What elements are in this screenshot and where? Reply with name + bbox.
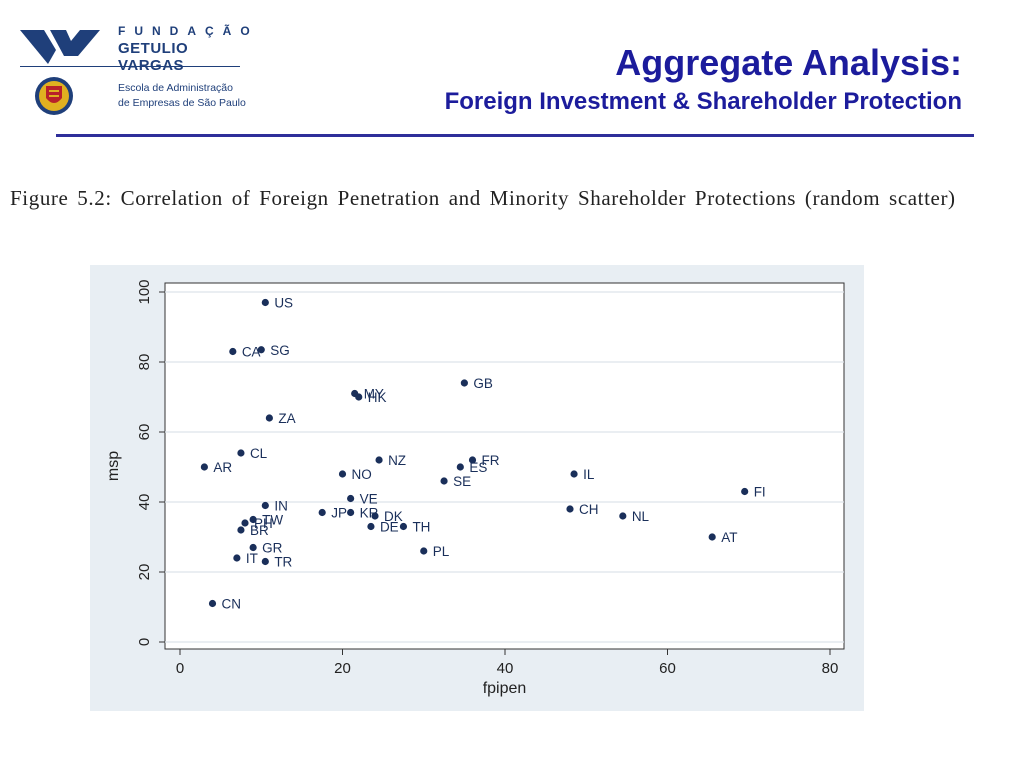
- data-point: [440, 477, 448, 485]
- fgv-emblem-icon: [20, 30, 100, 64]
- data-point-label: IN: [274, 499, 288, 514]
- data-point-label: NZ: [388, 453, 406, 468]
- data-point-label: NO: [352, 467, 372, 482]
- data-point-label: CN: [222, 597, 242, 612]
- data-point-label: NL: [632, 509, 650, 524]
- x-tick-label: 40: [497, 660, 514, 677]
- header-divider: [56, 134, 974, 137]
- data-point-label: CA: [242, 345, 261, 360]
- y-tick-label: 20: [136, 564, 153, 581]
- data-point-label: ZA: [278, 411, 295, 426]
- data-point: [318, 508, 326, 517]
- y-tick-label: 0: [136, 638, 153, 646]
- data-point: [371, 512, 379, 520]
- data-point: [237, 449, 245, 457]
- data-point: [468, 456, 477, 464]
- data-point-label: PL: [433, 544, 450, 559]
- x-axis-title: fpipen: [483, 680, 527, 697]
- data-point: [355, 393, 363, 401]
- data-point-label: US: [274, 296, 293, 311]
- data-point: [375, 456, 383, 464]
- school-name-line1: Escola de Administração: [118, 82, 233, 94]
- y-tick-label: 40: [136, 494, 153, 511]
- data-point: [237, 526, 245, 534]
- plot-area: [164, 282, 845, 650]
- data-point: [261, 298, 269, 307]
- data-point-label: FI: [754, 485, 766, 500]
- org-name-line2: GETULIO VARGAS: [118, 40, 189, 74]
- x-tick-label: 20: [334, 660, 351, 677]
- data-point-label: CH: [579, 502, 599, 517]
- school-name-line2: de Empresas de São Paulo: [118, 97, 246, 109]
- data-point: [460, 379, 468, 387]
- data-point: [570, 470, 578, 478]
- data-point-label: MY: [364, 387, 384, 402]
- data-point: [257, 346, 265, 354]
- data-point-label: DE: [380, 520, 399, 535]
- data-point-label: FR: [482, 453, 500, 468]
- data-point: [741, 487, 749, 496]
- y-tick-label: 80: [136, 354, 153, 371]
- data-point: [399, 522, 408, 531]
- figure-caption: Figure 5.2: Correlation of Foreign Penet…: [10, 186, 956, 210]
- school-seal-icon: [35, 77, 73, 115]
- data-point: [265, 414, 273, 422]
- data-point: [347, 494, 355, 503]
- data-point: [229, 347, 237, 356]
- data-point-label: VE: [360, 492, 378, 507]
- data-point: [566, 505, 574, 513]
- data-point-label: ES: [469, 460, 487, 475]
- data-point-label: IT: [246, 551, 258, 566]
- data-point-label: IL: [583, 467, 595, 482]
- data-point: [249, 543, 257, 552]
- data-point-label: GR: [262, 541, 283, 556]
- data-point: [367, 522, 375, 531]
- data-point-label: TR: [274, 555, 292, 570]
- data-point: [456, 463, 464, 471]
- data-point: [708, 533, 716, 541]
- fgv-logo: FUNDAÇÃO GETULIO VARGAS Escola de Admini…: [18, 22, 250, 132]
- y-axis-title: msp: [105, 451, 122, 481]
- x-tick-label: 80: [822, 660, 839, 677]
- data-point-label: CL: [250, 446, 268, 461]
- data-point: [420, 547, 428, 555]
- data-point: [261, 501, 269, 510]
- slide-title: Aggregate Analysis:: [615, 42, 962, 83]
- logo-divider: [20, 66, 240, 67]
- y-tick-label: 60: [136, 424, 153, 441]
- scatter-plot-svg: 0 20 40 60 80 100 0 20 40 60 80 msp fpipen US CA SG ZA MY…: [105, 279, 845, 697]
- data-point-label: TW: [262, 513, 283, 528]
- data-point-label: AR: [213, 460, 232, 475]
- data-point-label: SG: [270, 343, 290, 358]
- data-point-label: HK: [368, 390, 387, 405]
- slide-subtitle: Foreign Investment & Shareholder Protect…: [444, 88, 962, 115]
- data-point-label: TH: [412, 520, 430, 535]
- data-point: [249, 515, 257, 524]
- data-point: [619, 512, 627, 520]
- x-tick-label: 60: [659, 660, 676, 677]
- data-point: [261, 557, 269, 566]
- scatter-chart: 0 20 40 60 80 100 0 20 40 60 80 msp fpipen US CA SG ZA MY…: [90, 265, 864, 711]
- data-point-label: AT: [721, 530, 737, 545]
- data-point-label: PH: [254, 516, 273, 531]
- x-tick-label: 0: [176, 660, 184, 677]
- data-point-label: BR: [250, 523, 269, 538]
- data-point: [338, 470, 347, 478]
- data-point-label: JP: [331, 506, 347, 521]
- y-tick-label: 100: [136, 279, 153, 304]
- data-point: [208, 599, 217, 608]
- data-point: [233, 554, 241, 562]
- data-point: [347, 508, 355, 517]
- data-point-label: SE: [453, 474, 471, 489]
- data-point-label: DK: [384, 509, 403, 524]
- org-name-line1: FUNDAÇÃO: [118, 24, 259, 38]
- data-point: [241, 519, 249, 527]
- data-point-label: GB: [473, 376, 493, 391]
- data-point: [200, 463, 208, 471]
